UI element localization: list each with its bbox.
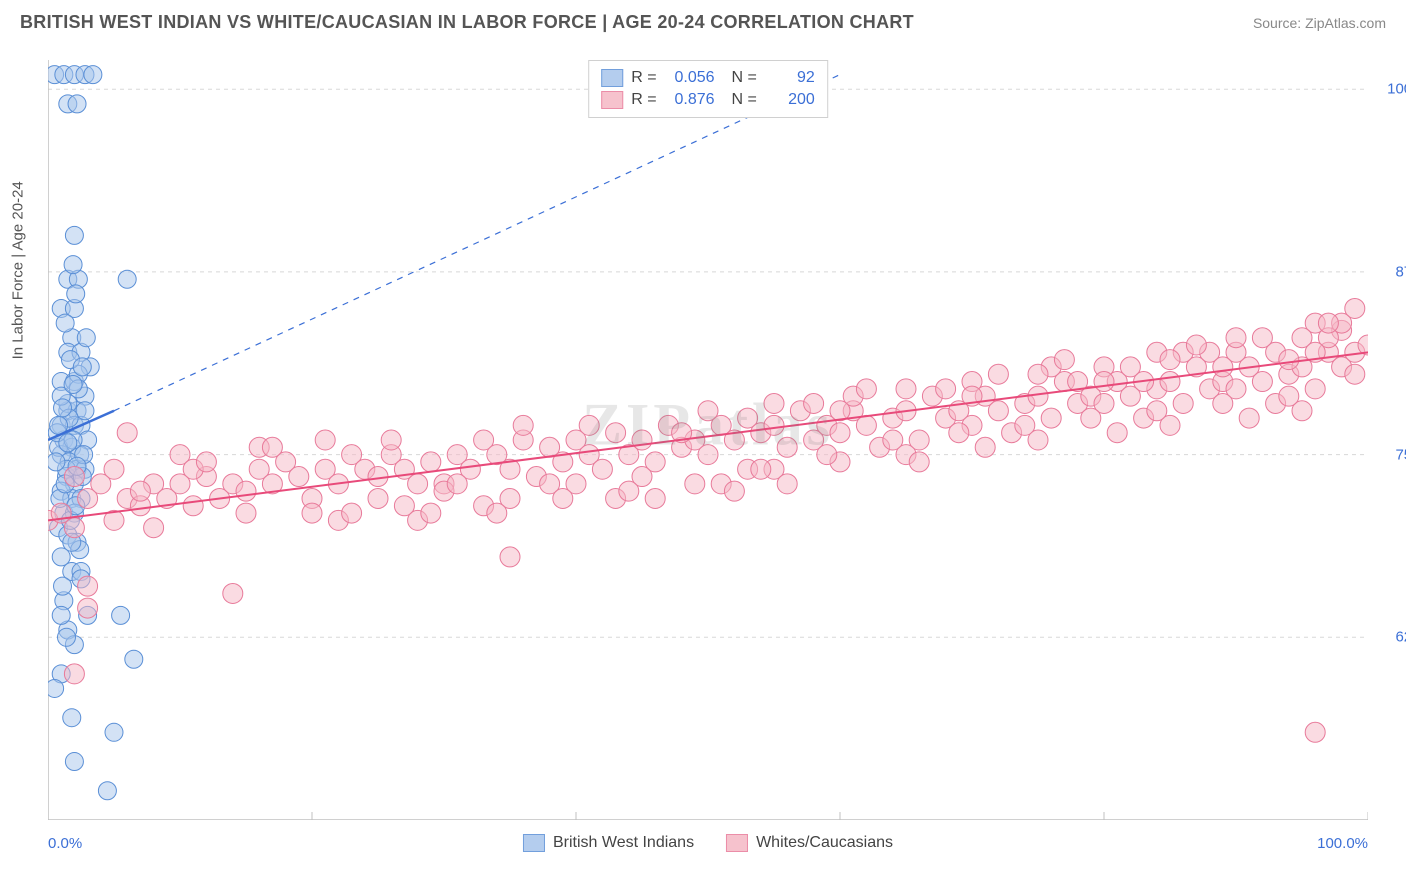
- n-label: N =: [723, 91, 757, 109]
- source-attribution: Source: ZipAtlas.com: [1253, 15, 1386, 31]
- r-label: R =: [631, 69, 656, 87]
- y-tick-label: 62.5%: [1395, 629, 1406, 646]
- r-label: R =: [631, 91, 656, 109]
- n-value: 92: [765, 69, 815, 87]
- legend-swatch-icon: [601, 69, 623, 87]
- y-tick-label: 87.5%: [1395, 263, 1406, 280]
- n-value: 200: [765, 91, 815, 109]
- legend-row-series-2: R = 0.876 N = 200: [601, 89, 815, 111]
- y-tick-label: 100.0%: [1387, 81, 1406, 98]
- r-value: 0.876: [665, 91, 715, 109]
- chart-area: In Labor Force | Age 20-24 ZIPatlas R = …: [48, 60, 1368, 820]
- legend-swatch-icon: [601, 91, 623, 109]
- n-label: N =: [723, 69, 757, 87]
- r-value: 0.056: [665, 69, 715, 87]
- scatter-plot: [48, 60, 1368, 820]
- x-axis-labels: 0.0% 100.0%: [48, 835, 1368, 852]
- x-tick-max: 100.0%: [1317, 835, 1368, 852]
- y-axis-label: In Labor Force | Age 20-24: [10, 181, 27, 359]
- legend-row-series-1: R = 0.056 N = 92: [601, 67, 815, 89]
- x-tick-min: 0.0%: [48, 835, 82, 852]
- chart-title: BRITISH WEST INDIAN VS WHITE/CAUCASIAN I…: [20, 12, 914, 33]
- correlation-legend: R = 0.056 N = 92 R = 0.876 N = 200: [588, 60, 828, 118]
- y-tick-label: 75.0%: [1395, 446, 1406, 463]
